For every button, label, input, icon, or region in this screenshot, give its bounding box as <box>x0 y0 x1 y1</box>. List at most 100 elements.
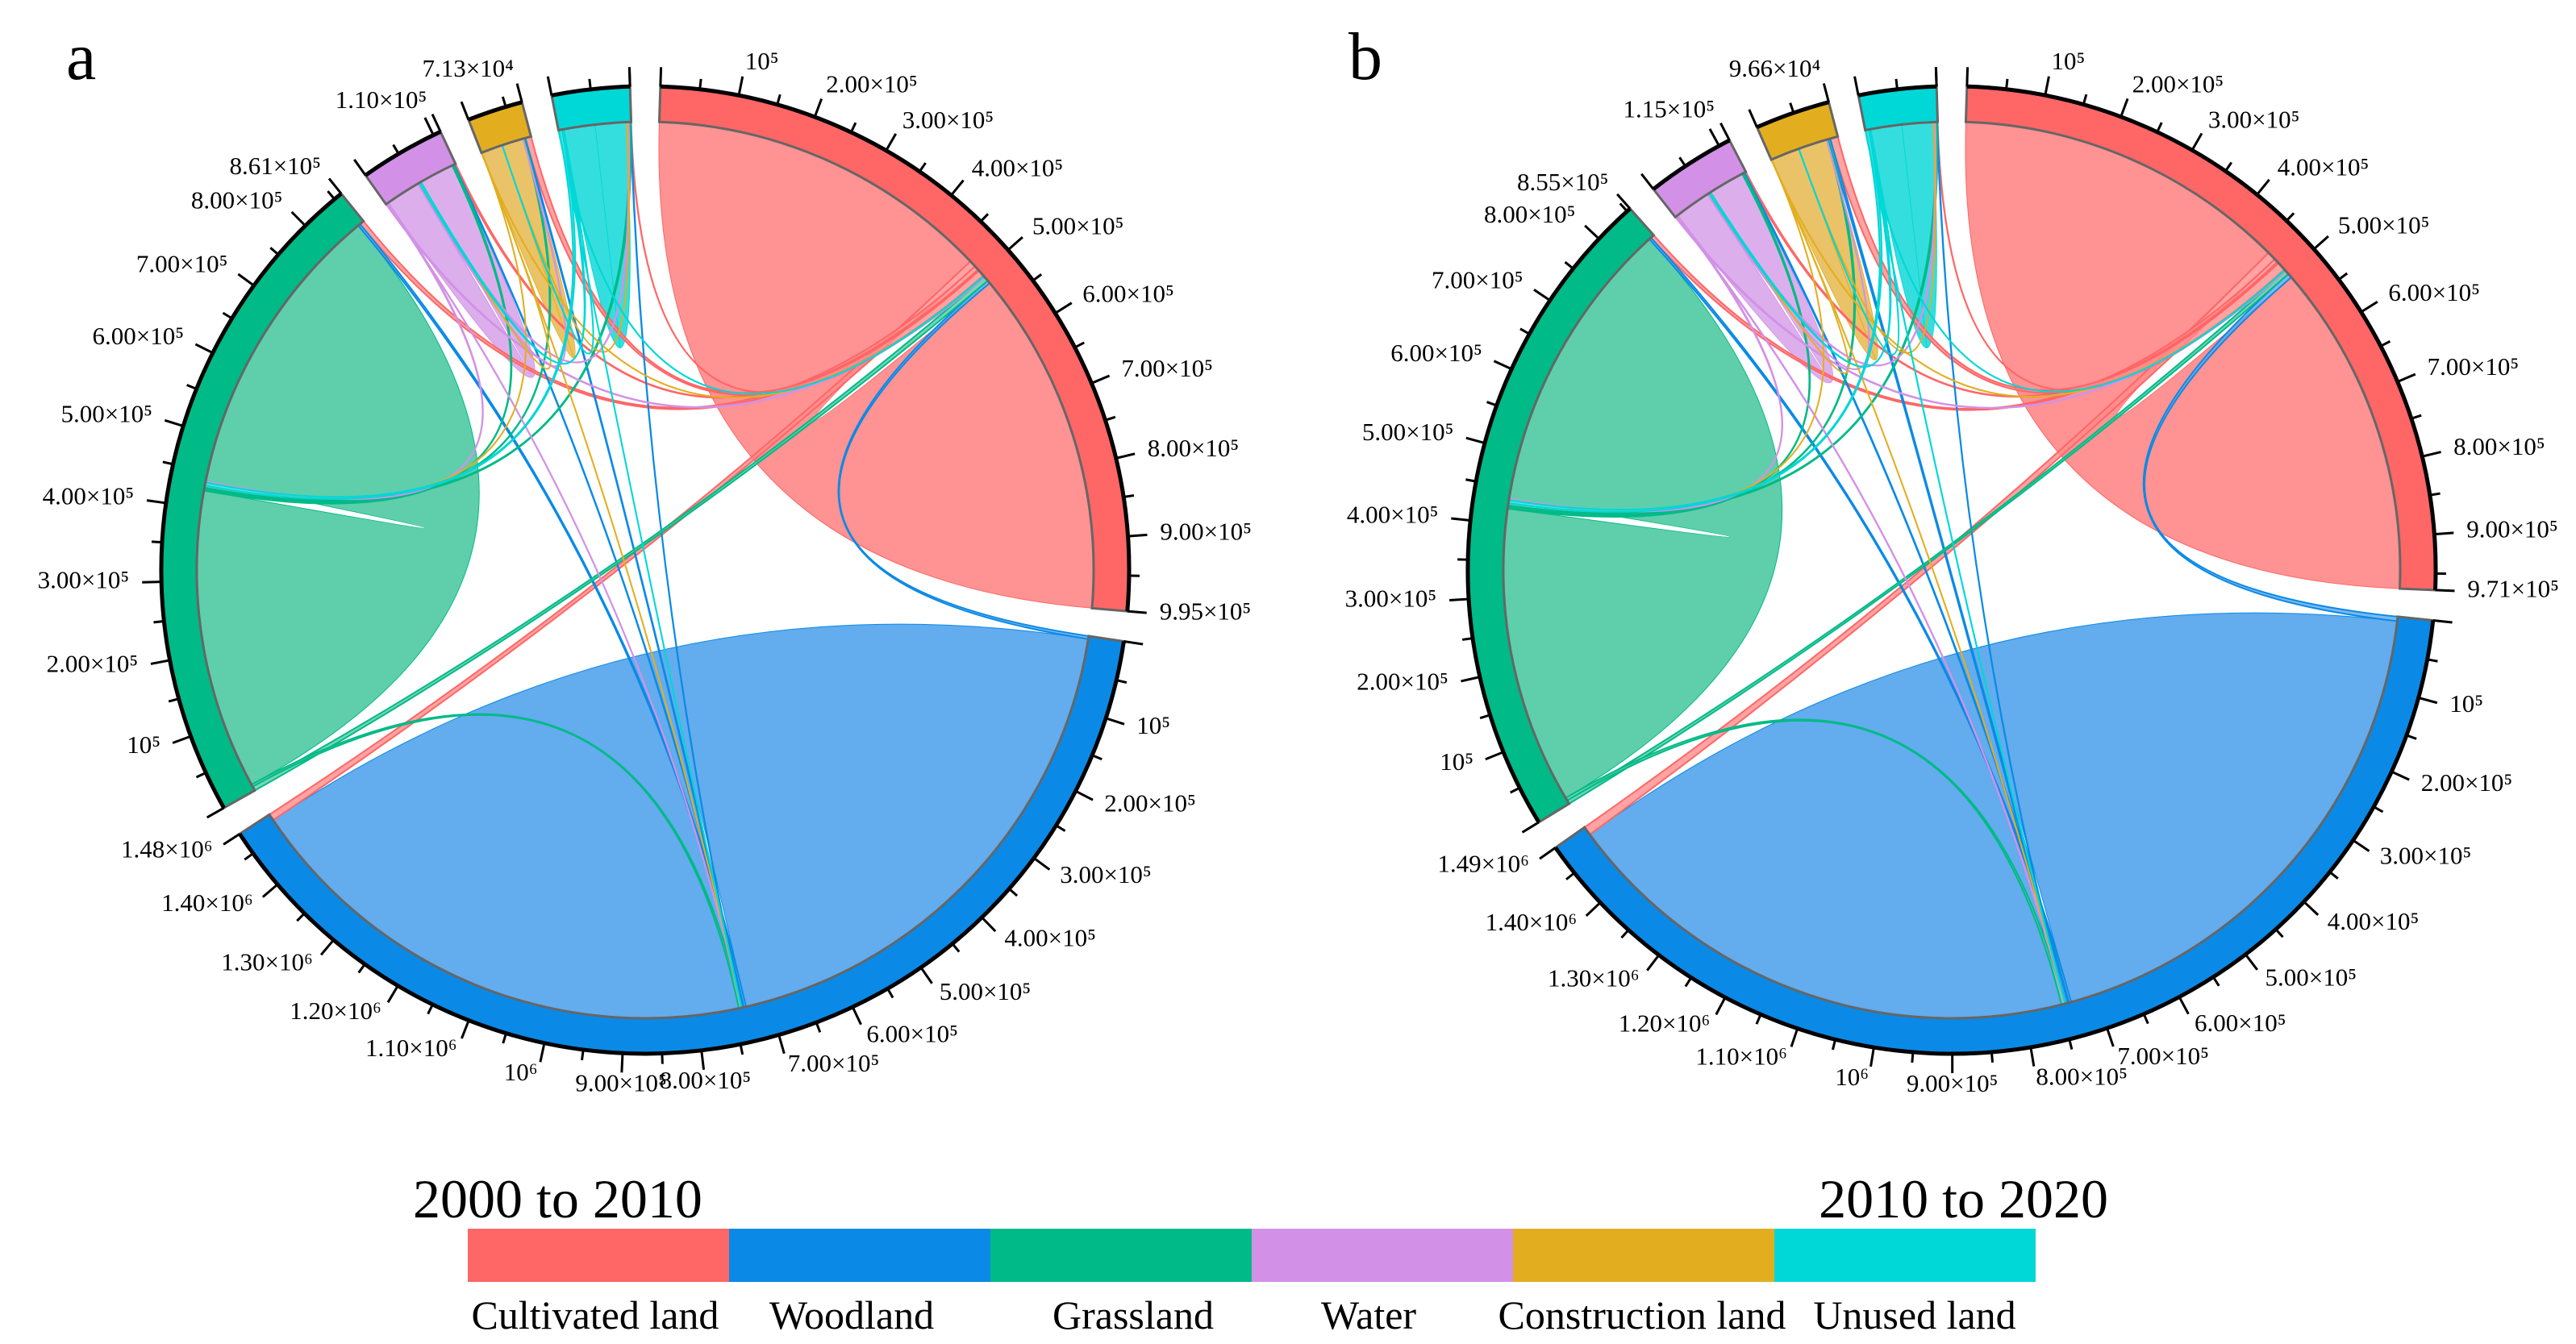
tick-label: 10⁶ <box>1835 1063 1869 1091</box>
axis-tick-end <box>1539 847 1557 860</box>
segment-grassland: 10⁵ 2.00×10⁵ 3.00×10⁵ 4.00×10⁵ 5.00×10⁵ 6.00×… <box>1345 168 1656 834</box>
axis-tick <box>815 1022 822 1033</box>
legend-swatch-grassland <box>990 1229 1252 1282</box>
axis-tick <box>261 883 279 898</box>
axis-tick <box>2427 658 2438 663</box>
axis-tick <box>1493 360 1512 371</box>
panel-letter-b: b <box>1348 19 1382 94</box>
panel-letter-a: a <box>66 19 96 94</box>
axis-tick <box>1008 888 1019 897</box>
legend-swatch-water <box>1252 1229 1513 1282</box>
axis-tick <box>153 620 165 624</box>
tick-label: 1.30×10⁶ <box>1548 964 1640 992</box>
axis-tick <box>737 76 744 96</box>
axis-tick <box>1790 1028 1799 1047</box>
legend-label-construction: Construction land <box>1498 1292 1786 1338</box>
axis-tick <box>423 117 435 136</box>
tick-label: 9.00×10⁵ <box>1907 1069 1999 1097</box>
axis-tick <box>142 580 162 584</box>
axis-tick-end <box>1822 83 1830 103</box>
tick-label: 2.00×10⁵ <box>1104 789 1196 818</box>
tick-label: 6.00×10⁵ <box>93 322 185 350</box>
axis-tick <box>2434 531 2454 536</box>
tick-label: 7.13×10⁴ <box>422 54 514 82</box>
tick-label: 2.00×10⁵ <box>2421 768 2513 797</box>
axis-tick-end <box>2435 589 2455 593</box>
tick-label: 5.00×10⁵ <box>1362 418 1454 446</box>
tick-label: 5.00×10⁵ <box>2265 963 2357 992</box>
axis-tick <box>1519 327 1531 335</box>
axis-tick <box>1831 1038 1837 1051</box>
axis-tick <box>2391 770 2410 781</box>
axis-tick <box>1990 1051 1995 1063</box>
legend-label-cultivated: Cultivated land <box>472 1292 719 1338</box>
tick-label: 10⁵ <box>2449 689 2483 718</box>
axis-tick <box>2256 178 2270 196</box>
chords <box>196 121 1094 1019</box>
axis-tick <box>2224 161 2233 173</box>
tick-label: 2.00×10⁵ <box>1357 668 1448 696</box>
axis-tick <box>539 1042 546 1063</box>
axis-tick <box>2156 122 2163 133</box>
axis-tick <box>1074 341 1085 349</box>
axis-tick <box>1451 517 1471 522</box>
tick-label: 3.00×10⁵ <box>2208 106 2300 134</box>
axis-tick <box>2212 976 2220 987</box>
legend-label-grassland: Grassland <box>1052 1292 1214 1338</box>
period-title-b: 2010 to 2020 <box>1819 1168 2108 1230</box>
axis-tick <box>2397 372 2416 383</box>
axis-tick <box>1869 1046 1875 1067</box>
axis-tick <box>620 1053 624 1073</box>
segment-construction-land: 9.66×10⁴ <box>1729 54 1840 162</box>
axis-tick <box>2418 696 2438 705</box>
axis-tick-end <box>327 177 343 195</box>
axis-tick <box>194 343 214 355</box>
axis-tick <box>1465 478 1477 483</box>
segment-axis <box>467 100 523 122</box>
tick-label: 7.00×10⁵ <box>1121 354 1213 382</box>
legend-label-water: Water <box>1321 1292 1416 1338</box>
axis-tick <box>1091 754 1103 761</box>
tick-label: 4.00×10⁵ <box>972 153 1064 181</box>
segment-woodland: 10⁵ 2.00×10⁵ 3.00×10⁵ 4.00×10⁵ 5.00×10⁵ 6.00×… <box>121 635 1196 1096</box>
segment-axis <box>660 84 1132 612</box>
axis-tick <box>206 806 225 819</box>
tick-label: 1.49×10⁶ <box>1437 849 1529 877</box>
axis-tick <box>2274 928 2284 938</box>
axis-tick <box>1853 76 1860 96</box>
axis-tick-end <box>223 833 240 846</box>
axis-tick <box>2286 212 2295 222</box>
tick-label: 5.00×10⁵ <box>2338 211 2430 239</box>
axis-tick-end <box>431 113 442 132</box>
tick-label: 7.00×10⁵ <box>136 250 228 278</box>
axis-tick <box>2068 1038 2074 1051</box>
tick-label: 8.00×10⁵ <box>2036 1063 2128 1091</box>
tick-label: 3.00×10⁵ <box>38 566 130 594</box>
axis-tick <box>357 963 366 974</box>
legend-swatch-woodland <box>729 1229 990 1282</box>
tick-label: 3.00×10⁵ <box>1345 585 1437 613</box>
tick-label: 1.30×10⁶ <box>221 948 313 976</box>
axis-tick <box>1449 597 1469 601</box>
axis-tick <box>2380 340 2391 347</box>
segment-water: 1.15×10⁵ <box>1624 95 1748 219</box>
axis-tick <box>1708 128 1720 147</box>
axis-tick <box>222 311 233 320</box>
tick-label: 6.00×10⁵ <box>1390 339 1482 367</box>
axis-tick <box>2360 300 2378 314</box>
axis-tick <box>950 179 965 197</box>
axis-tick <box>327 190 336 200</box>
axis-tick <box>2142 1013 2149 1025</box>
tick-label: 5.00×10⁵ <box>940 977 1032 1005</box>
tick-label: 10⁵ <box>1440 747 1473 776</box>
axis-tick <box>2312 235 2329 251</box>
axis-tick <box>296 912 306 922</box>
axis-tick <box>1055 824 1066 832</box>
tick-label: 10⁵ <box>1136 711 1170 739</box>
tick-label: 1.20×10⁶ <box>1619 1009 1711 1038</box>
axis-tick <box>1074 789 1094 801</box>
tick-label: 9.95×10⁵ <box>1160 597 1252 626</box>
tick-label: 6.00×10⁵ <box>2388 278 2480 306</box>
tick-label: 8.55×10⁵ <box>1517 168 1609 196</box>
axis-tick <box>427 1004 434 1015</box>
